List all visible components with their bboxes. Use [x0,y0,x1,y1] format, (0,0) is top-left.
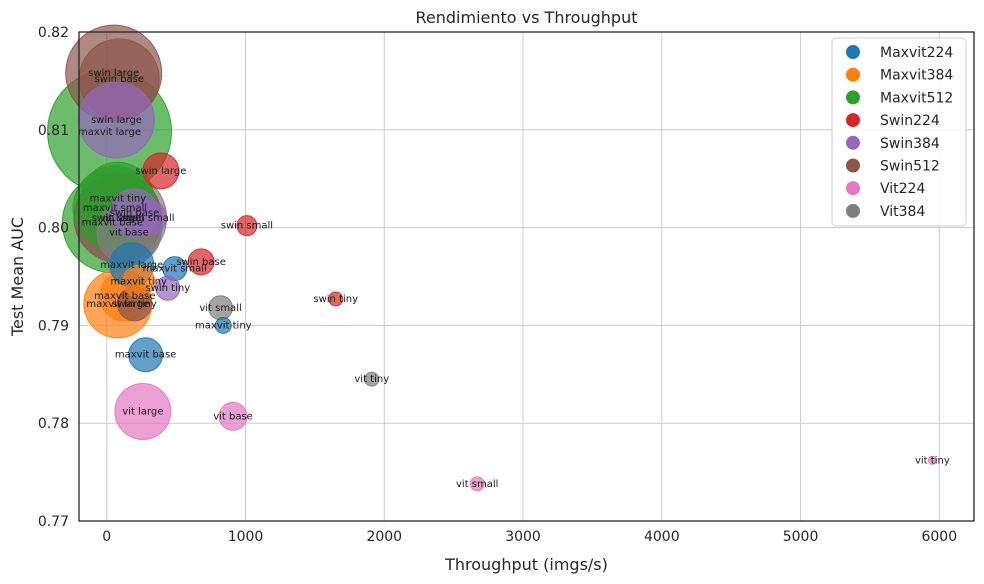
y-tick-label: 0.80 [38,221,69,237]
legend-marker [846,45,860,59]
bubble-label: maxvit base [115,350,176,361]
x-tick-label: 1000 [228,529,264,545]
bubble-label: swin large [91,115,142,126]
bubble-label: vit large [122,406,163,417]
y-tick-label: 0.77 [38,514,69,530]
bubble-point [128,337,164,373]
bubble-label: vit tiny [915,455,950,466]
axis-ticks: 0 1000 2000 3000 4000 5000 6000 0.77 0.78 0.79 0.8… [38,25,957,545]
bubble-label: vit small [199,303,241,314]
x-tick-label: 4000 [644,529,680,545]
bubble-label: swin base [110,208,160,219]
bubble-point [142,152,180,190]
y-tick-label: 0.81 [38,123,69,139]
bubble-label: swin tiny [145,283,190,294]
bubble-label: vit base [213,411,253,422]
bubble-point [187,248,215,276]
chart-title: Rendimiento vs Throughput [416,8,638,27]
legend-marker [846,67,860,82]
legend-entry-label: Maxvit384 [880,68,953,84]
x-tick-label: 3000 [505,529,541,545]
legend-marker [846,203,860,218]
bubble-label: maxvit base [94,291,155,302]
bubble-label: vit tiny [354,374,389,385]
bubble-label: maxvit tiny [110,276,167,287]
bubble-label: maxvit small [143,264,207,275]
legend-entry-label: Maxvit224 [880,45,953,61]
y-tick-label: 0.79 [38,318,69,334]
bubble-label: swin base [94,74,144,85]
bubble-label: swin small [92,213,144,224]
legend-marker [846,90,860,105]
bubble-point [236,215,258,237]
legend-marker [846,135,860,150]
bubble-point [927,455,937,465]
x-axis-title: Throughput (imgs/s) [444,555,608,574]
legend-marker [846,158,860,173]
bubble-point [469,476,485,492]
bubble-label: swin large [88,68,139,79]
y-tick-label: 0.82 [38,25,69,41]
plot-frame [78,31,975,522]
bubble-label: maxvit base [82,218,143,229]
bubble-label: maxvit tiny [90,193,147,204]
bubble-label: maxvit small [83,203,147,214]
bubble-label: swin small [221,221,273,232]
bubble-point [155,275,181,301]
bubble-point [218,401,248,431]
bubble-point [122,264,156,298]
bubble-label: vit base [109,227,149,238]
legend: Maxvit224 Maxvit384 Maxvit512 Swin224 Swin38… [831,37,967,227]
bubble-point [328,291,344,307]
bubble-point [214,316,232,334]
bubble-point [114,382,172,440]
bubble-label: maxvit tiny [195,320,252,331]
legend-entry-label: Swin512 [880,159,940,175]
x-tick-label: 0 [102,529,111,545]
legend-marker [846,181,860,196]
bubble-label: swin large [135,166,186,177]
y-axis-title: Test Mean AUC [8,217,27,337]
bubble-label: vit small [456,479,498,490]
y-tick-label: 0.78 [38,416,69,432]
bubble-label: swin small [122,213,174,224]
legend-entry-label: Swin224 [880,113,940,129]
x-tick-label: 2000 [366,529,402,545]
legend-entry-label: Vit384 [880,204,925,220]
bubble-point [129,199,167,237]
bubble-label: swin tiny [112,299,157,310]
legend-entry-label: Maxvit512 [880,90,953,106]
bubble-label: swin tiny [313,294,358,305]
x-tick-label: 6000 [921,529,957,545]
bubble-label: maxvit large [100,260,163,271]
bubble-point [364,371,380,387]
bubble-label: swin base [176,257,226,268]
bubble-label: maxvit large [78,127,141,138]
legend-entry-label: Vit224 [880,181,925,197]
bubble-label: maxvit large [86,299,149,310]
legend-box [831,37,967,227]
x-tick-label: 5000 [783,529,819,545]
legend-marker [846,113,860,128]
bubble-label: vit large [100,213,141,224]
legend-entry-label: Swin384 [880,136,940,152]
